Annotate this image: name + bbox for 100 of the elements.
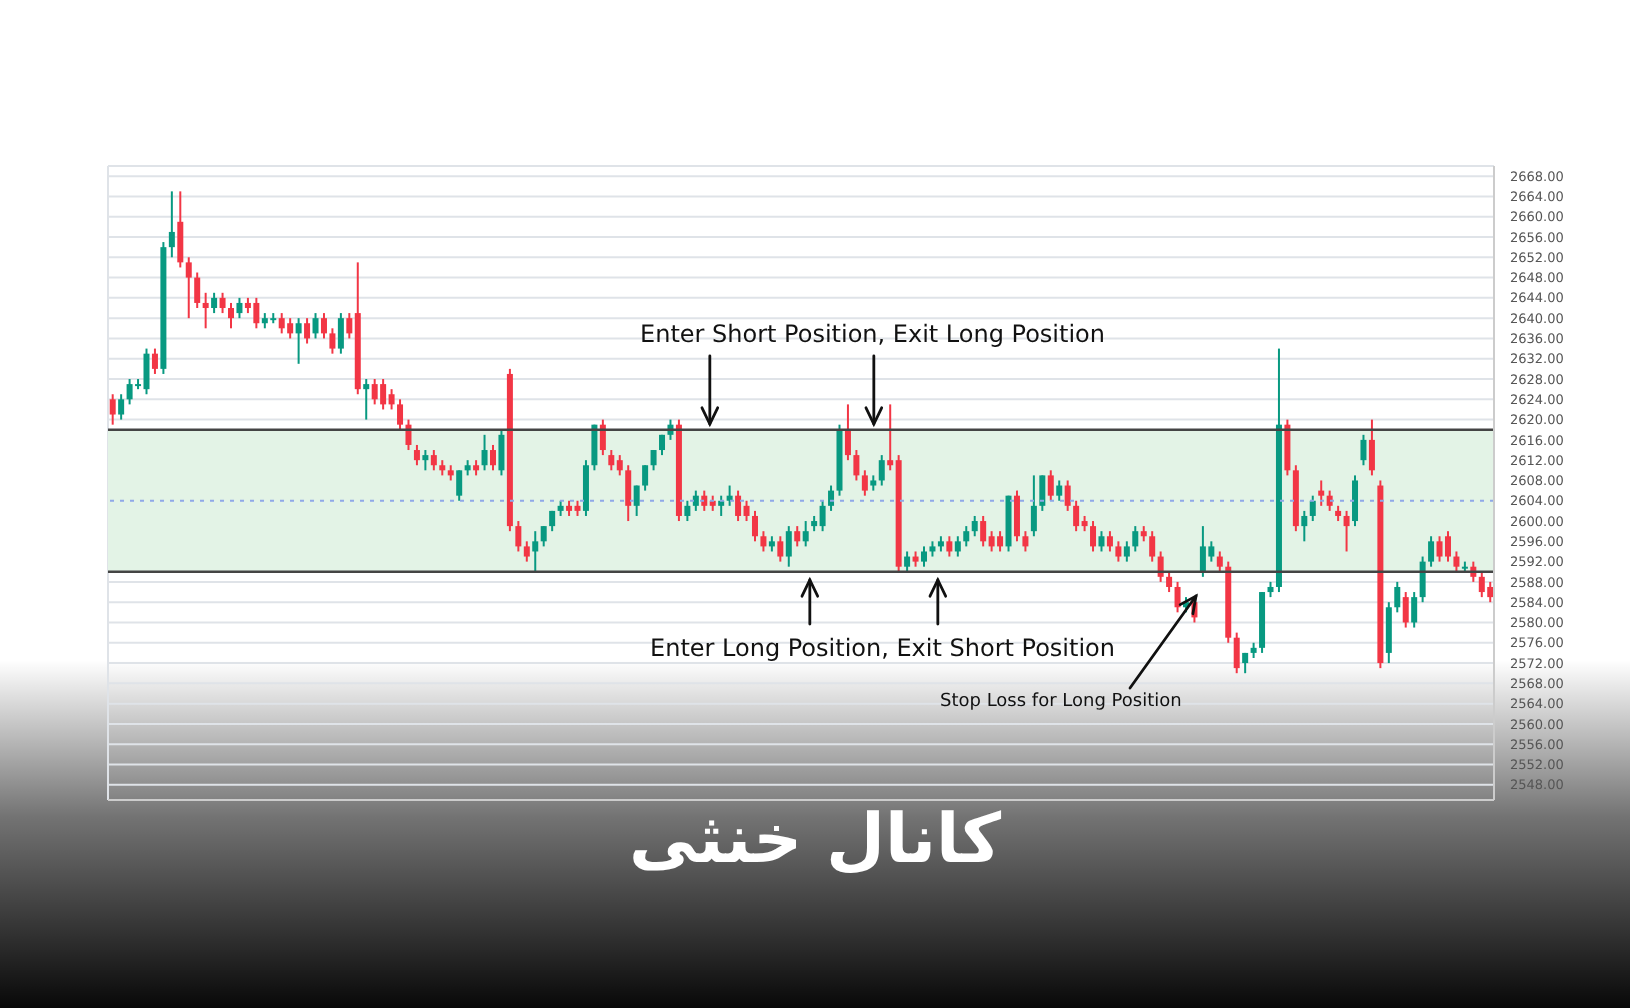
candlestick: [337, 312, 344, 355]
candlestick: [1453, 550, 1460, 573]
candlestick: [1090, 520, 1097, 553]
candlestick: [743, 499, 750, 523]
candlestick: [1022, 530, 1029, 553]
candlestick: [904, 550, 911, 573]
candlestick: [878, 454, 885, 487]
annotation: Enter Short Position, Exit Long Position: [640, 320, 1106, 348]
annotation: Stop Loss for Long Position: [940, 692, 1182, 712]
candlestick: [777, 535, 784, 563]
candlestick: [1402, 591, 1409, 629]
candlestick: [1411, 591, 1418, 629]
candlestick: [397, 398, 404, 431]
candlestick: [515, 520, 522, 553]
candlestick: [219, 291, 226, 315]
candlestick: [1047, 469, 1054, 502]
candlestick: [642, 464, 649, 492]
candlestick: [532, 530, 539, 573]
candlestick: [1301, 509, 1308, 543]
candlestick: [1419, 555, 1426, 604]
text: کانال خنثی: [626, 800, 1004, 880]
candlestick: [540, 525, 547, 548]
candlestick: [794, 525, 801, 548]
candlestick: [1436, 535, 1443, 563]
candlestick: [211, 291, 218, 315]
candlestick: [1216, 550, 1223, 573]
candlestick: [963, 525, 970, 548]
candlestick: [684, 499, 691, 523]
candlestick: [1360, 433, 1367, 467]
candlestick: [616, 454, 623, 477]
candlestick: [861, 469, 868, 497]
candlestick: [413, 443, 420, 467]
candlestick: [295, 317, 302, 365]
candlestick: [980, 514, 987, 548]
candlestick: [819, 499, 826, 533]
candlestick: [1132, 525, 1139, 553]
candlestick: [650, 449, 657, 472]
candlestick: [304, 317, 311, 345]
candlestick: [1352, 474, 1359, 528]
candlestick: [371, 378, 378, 406]
candlestick: [1478, 570, 1485, 599]
candlestick: [278, 312, 285, 335]
candlestick: [785, 525, 792, 568]
candlestick: [1343, 509, 1350, 553]
candlestick: [1064, 479, 1071, 512]
candlestick: [329, 327, 336, 355]
candlestick: [380, 378, 387, 411]
candlestick: [143, 347, 150, 396]
candlestick: [287, 317, 294, 340]
candlestick: [802, 520, 809, 548]
candlestick: [582, 459, 589, 517]
candlestick: [490, 443, 496, 472]
candlestick: [853, 449, 860, 482]
candlestick: [1013, 489, 1020, 543]
candlestick: [633, 484, 640, 517]
candlestick: [608, 449, 615, 472]
candlestick: [1368, 418, 1375, 477]
candlestick: [109, 393, 116, 426]
annotation: Enter Long Position, Exit Short Position: [650, 634, 1116, 662]
candlestick: [185, 256, 192, 320]
candlestick: [1039, 474, 1046, 512]
candlestick: [1073, 499, 1080, 533]
candlestick: [1394, 580, 1401, 614]
candlestick: [726, 484, 733, 507]
candlestick: [253, 296, 260, 330]
candlestick: [236, 296, 243, 320]
candlestick: [954, 535, 961, 558]
candlestick: [481, 433, 488, 472]
candlestick: [971, 514, 978, 538]
candlestick: [997, 530, 1004, 553]
candlestick: [118, 393, 125, 421]
candlestick: [456, 469, 463, 502]
candlestick: [194, 271, 201, 310]
candlestick: [1149, 530, 1156, 563]
candlestick: [1115, 540, 1122, 563]
candlestick: [126, 378, 133, 406]
candlestick: [523, 540, 530, 563]
candlestick: [692, 489, 699, 512]
candlestick: [1174, 580, 1181, 614]
candlestick: [625, 464, 632, 523]
candlestick: [1444, 530, 1451, 563]
candlestick: [844, 403, 851, 462]
candlestick: [430, 449, 437, 472]
candlestick: [320, 312, 327, 340]
candlestick: [228, 301, 235, 330]
candlestick: [1106, 530, 1113, 553]
candlestick: [828, 484, 835, 512]
candlestick: [921, 545, 928, 568]
candlestick: [1385, 601, 1392, 665]
candlestick: [1123, 540, 1130, 563]
candlestick: [1233, 631, 1240, 675]
candlestick: [751, 509, 758, 543]
candlestick: [1056, 479, 1063, 502]
candlestick: [1166, 570, 1173, 594]
candlestick: [1098, 530, 1105, 553]
candlestick: [1318, 479, 1325, 507]
candlestick: [312, 312, 319, 340]
candlestick: [177, 190, 184, 269]
candlestick: [946, 535, 953, 558]
candlestick: [498, 428, 505, 477]
